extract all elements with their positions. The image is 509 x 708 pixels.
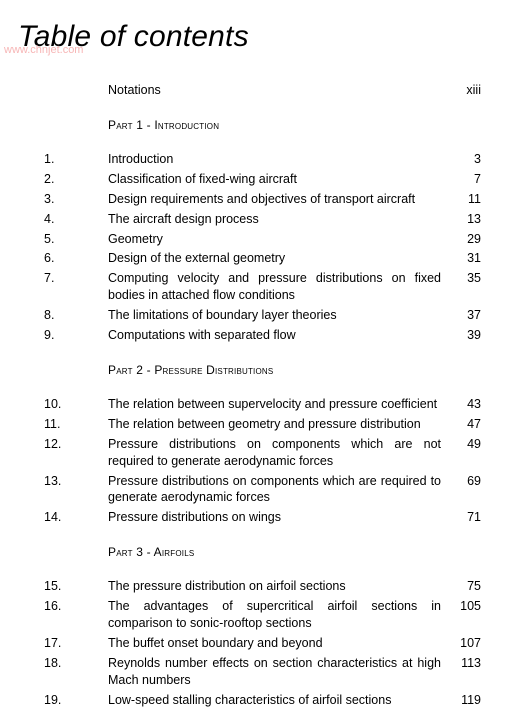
entry-label: Computing velocity and pressure distribu… xyxy=(108,270,447,304)
entry-page: 29 xyxy=(447,231,481,248)
entry-number: 13. xyxy=(18,473,108,490)
toc-entry: 2. Classification of fixed-wing aircraft… xyxy=(18,171,481,188)
entry-number: 4. xyxy=(18,211,108,228)
toc-entry: 14. Pressure distributions on wings 71 xyxy=(18,509,481,526)
toc-entry: 8. The limitations of boundary layer the… xyxy=(18,307,481,324)
entry-number: 17. xyxy=(18,635,108,652)
part-heading: Part 3 - Airfoils xyxy=(108,544,447,560)
toc-entry: 19. Low-speed stalling characteristics o… xyxy=(18,692,481,708)
entry-number: 1. xyxy=(18,151,108,168)
entry-page: 35 xyxy=(447,270,481,287)
entry-label: Design requirements and objectives of tr… xyxy=(108,191,447,208)
toc-entry: 6. Design of the external geometry 31 xyxy=(18,250,481,267)
toc-page: Table of contents www.chnjet.com Notatio… xyxy=(0,0,509,702)
entry-page: 37 xyxy=(447,307,481,324)
toc-entry: 16. The advantages of supercritical airf… xyxy=(18,598,481,632)
entry-label: Pressure distributions on components whi… xyxy=(108,473,447,507)
entry-label: Low-speed stalling characteristics of ai… xyxy=(108,692,447,708)
entry-label: The relation between geometry and pressu… xyxy=(108,416,447,433)
toc-entry: 13. Pressure distributions on components… xyxy=(18,473,481,507)
entry-page: 47 xyxy=(447,416,481,433)
toc-entry: 9. Computations with separated flow 39 xyxy=(18,327,481,344)
part-heading: Part 2 - Pressure Distributions xyxy=(108,362,447,378)
entry-page: 13 xyxy=(447,211,481,228)
entry-page: 7 xyxy=(447,171,481,188)
entry-number: 5. xyxy=(18,231,108,248)
entry-label: Reynolds number effects on section chara… xyxy=(108,655,447,689)
part-heading-row: Part 1 - Introduction xyxy=(18,117,481,133)
toc-entry: 1. Introduction 3 xyxy=(18,151,481,168)
part-heading: Part 1 - Introduction xyxy=(108,117,447,133)
toc-entry: 15. The pressure distribution on airfoil… xyxy=(18,578,481,595)
entry-label: The relation between supervelocity and p… xyxy=(108,396,447,413)
entry-page: 43 xyxy=(447,396,481,413)
entry-label: The pressure distribution on airfoil sec… xyxy=(108,578,447,595)
toc-entry: 3. Design requirements and objectives of… xyxy=(18,191,481,208)
entry-label: Computations with separated flow xyxy=(108,327,447,344)
page-title: Table of contents xyxy=(18,20,481,54)
entry-label: The buffet onset boundary and beyond xyxy=(108,635,447,652)
entry-number: 11. xyxy=(18,416,108,433)
entry-page: xiii xyxy=(447,82,481,99)
entry-number: 2. xyxy=(18,171,108,188)
entry-number: 6. xyxy=(18,250,108,267)
toc-entry: 17. The buffet onset boundary and beyond… xyxy=(18,635,481,652)
entry-number: 3. xyxy=(18,191,108,208)
entry-page: 75 xyxy=(447,578,481,595)
entry-page: 3 xyxy=(447,151,481,168)
entry-page: 31 xyxy=(447,250,481,267)
entry-number: 8. xyxy=(18,307,108,324)
part-heading-row: Part 3 - Airfoils xyxy=(18,544,481,560)
entry-label: Pressure distributions on components whi… xyxy=(108,436,447,470)
toc-entry: 4. The aircraft design process 13 xyxy=(18,211,481,228)
entry-page: 119 xyxy=(447,692,481,708)
toc-entry: 7. Computing velocity and pressure distr… xyxy=(18,270,481,304)
toc-entry: 12. Pressure distributions on components… xyxy=(18,436,481,470)
entry-page: 11 xyxy=(447,191,481,208)
entry-number: 16. xyxy=(18,598,108,615)
toc-entry-frontmatter: Notations xiii xyxy=(18,82,481,99)
toc-entry: 10. The relation between supervelocity a… xyxy=(18,396,481,413)
entry-label: Design of the external geometry xyxy=(108,250,447,267)
part-heading-row: Part 2 - Pressure Distributions xyxy=(18,362,481,378)
entry-number: 14. xyxy=(18,509,108,526)
entry-label: The aircraft design process xyxy=(108,211,447,228)
entry-label: The limitations of boundary layer theori… xyxy=(108,307,447,324)
entry-number: 12. xyxy=(18,436,108,453)
entry-page: 71 xyxy=(447,509,481,526)
entry-label: Notations xyxy=(108,82,447,99)
entry-label: Geometry xyxy=(108,231,447,248)
entry-number: 10. xyxy=(18,396,108,413)
entry-number: 9. xyxy=(18,327,108,344)
entry-number: 18. xyxy=(18,655,108,672)
entry-page: 105 xyxy=(447,598,481,615)
entry-label: Classification of fixed-wing aircraft xyxy=(108,171,447,188)
entry-label: The advantages of supercritical airfoil … xyxy=(108,598,447,632)
toc-entry: 11. The relation between geometry and pr… xyxy=(18,416,481,433)
entry-label: Introduction xyxy=(108,151,447,168)
entry-page: 69 xyxy=(447,473,481,490)
entry-number: 19. xyxy=(18,692,108,708)
entry-label: Pressure distributions on wings xyxy=(108,509,447,526)
toc-entry: 18. Reynolds number effects on section c… xyxy=(18,655,481,689)
entry-page: 113 xyxy=(447,655,481,672)
entry-number: 15. xyxy=(18,578,108,595)
entry-page: 49 xyxy=(447,436,481,453)
toc-entry: 5. Geometry 29 xyxy=(18,231,481,248)
entry-number: 7. xyxy=(18,270,108,287)
entry-page: 39 xyxy=(447,327,481,344)
toc-content: Notations xiii Part 1 - Introduction 1. … xyxy=(18,82,481,708)
entry-page: 107 xyxy=(447,635,481,652)
